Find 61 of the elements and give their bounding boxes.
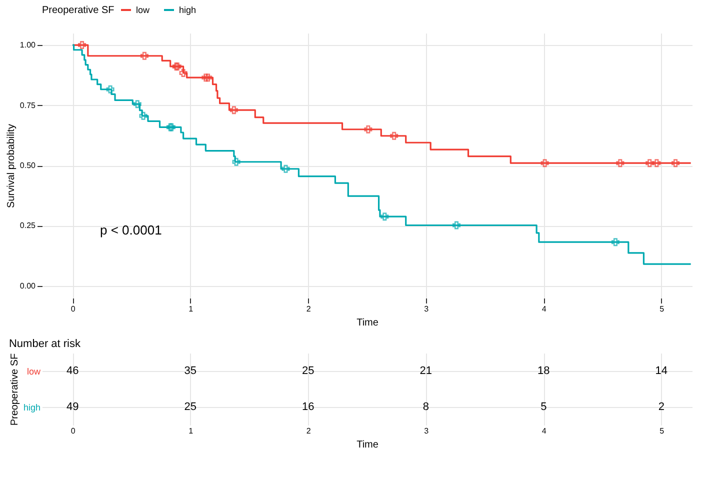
x-tick-label: 1: [188, 304, 194, 314]
legend-label: low: [136, 5, 150, 15]
point: [204, 74, 212, 82]
data-label: 49: [66, 401, 79, 413]
x-axis-title: Time: [356, 440, 379, 450]
annotation: p < 0.0001: [100, 222, 162, 238]
y-tick-label: 1.00: [20, 40, 36, 50]
point: [230, 106, 238, 114]
point: [232, 158, 240, 166]
point: [364, 125, 372, 134]
legend-title: Preoperative SF: [42, 5, 114, 16]
x-tick-label: 3: [424, 426, 430, 436]
data-label: 5: [540, 401, 547, 413]
point: [282, 164, 290, 173]
x-tick-label: 0: [70, 426, 76, 436]
data-label: 46: [66, 365, 79, 377]
y-tick-label: 0.50: [20, 161, 36, 170]
x-tick-label: 5: [660, 304, 665, 314]
x-tick-label: 0: [70, 304, 76, 314]
x-axis-title: Time: [356, 318, 379, 328]
x-tick-label: 2: [306, 426, 312, 436]
point: [646, 159, 654, 168]
data-label: 25: [184, 401, 196, 413]
y-tick-label: 0.75: [20, 100, 36, 110]
data-label: 2: [658, 401, 664, 413]
data-label: 35: [184, 365, 196, 377]
y-axis-title: Survival probability: [6, 124, 17, 208]
y-tick-label: low: [26, 366, 41, 376]
point: [672, 159, 680, 168]
data-label: 21: [420, 365, 432, 377]
data-label: 8: [422, 401, 429, 413]
point: [452, 221, 460, 230]
chart-title: Number at risk: [8, 338, 81, 350]
point: [202, 74, 210, 82]
y-tick-label: high: [23, 402, 40, 412]
x-tick-label: 2: [306, 304, 312, 314]
point: [616, 159, 624, 168]
y-axis-title: Preoperative SF: [9, 353, 20, 426]
x-tick-label: 1: [188, 426, 194, 436]
point: [78, 41, 86, 50]
point: [133, 100, 142, 108]
data-label: 14: [655, 365, 668, 377]
point: [380, 212, 389, 221]
data-label: 18: [538, 365, 550, 377]
point: [139, 112, 148, 120]
data-label: 16: [302, 401, 314, 413]
data-label: 25: [302, 365, 314, 377]
x-tick-label: 5: [660, 426, 665, 436]
point: [390, 132, 398, 140]
x-tick-label: 4: [542, 426, 547, 436]
point: [179, 68, 188, 77]
legend-label: high: [179, 5, 196, 15]
y-tick-label: 0.25: [20, 221, 36, 230]
point: [140, 52, 148, 60]
point: [652, 159, 661, 168]
point: [611, 238, 620, 246]
point: [540, 159, 549, 168]
y-tick-label: 0.00: [20, 281, 36, 290]
x-tick-label: 4: [542, 304, 547, 314]
point: [106, 85, 114, 94]
x-tick-label: 3: [424, 304, 430, 314]
